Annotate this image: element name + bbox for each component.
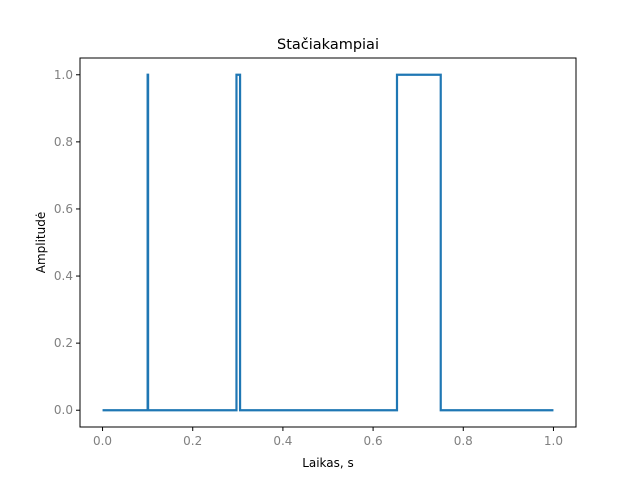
- x-axis-label: Laikas, s: [302, 456, 354, 470]
- y-axis-label: Amplitudė: [34, 212, 48, 274]
- y-axis-ticks: 0.0 0.2 0.4 0.6 0.8 1.0: [54, 68, 80, 417]
- x-tick-label: 0.4: [273, 434, 292, 448]
- x-tick-label: 0.8: [454, 434, 473, 448]
- y-tick-label: 0.6: [54, 202, 73, 216]
- y-tick-label: 0.8: [54, 135, 73, 149]
- series-line: [102, 73, 554, 412]
- x-tick-label: 0.0: [93, 434, 112, 448]
- y-tick-label: 0.0: [54, 403, 73, 417]
- x-tick-label: 0.6: [364, 434, 383, 448]
- plot-area: [80, 58, 576, 427]
- x-tick-label: 1.0: [544, 434, 563, 448]
- x-axis-ticks: 0.0 0.2 0.4 0.6 0.8 1.0: [93, 427, 563, 448]
- plot-frame: [79, 57, 577, 428]
- chart-title: Stačiakampiai: [277, 37, 379, 53]
- y-tick-label: 0.4: [54, 269, 73, 283]
- y-tick-label: 1.0: [54, 68, 73, 82]
- y-tick-label: 0.2: [54, 336, 73, 350]
- series-group: [102, 73, 554, 412]
- x-tick-label: 0.2: [183, 434, 202, 448]
